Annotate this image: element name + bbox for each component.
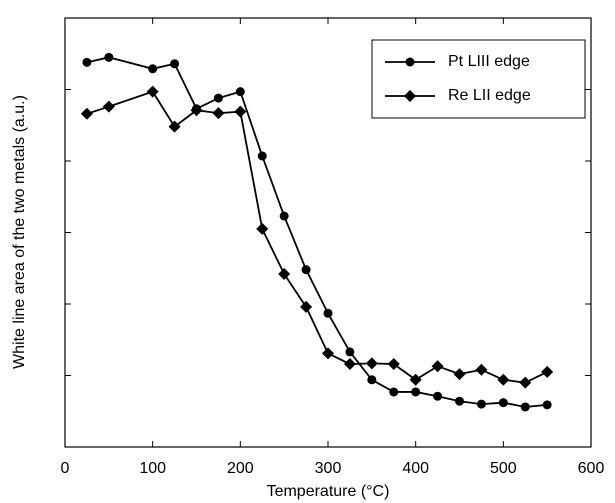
marker [475,363,488,376]
marker [104,52,114,62]
x-tick-label: 300 [315,460,342,477]
marker [541,365,554,378]
y-axis-label: White line area of the two metals (a.u.) [11,95,28,369]
marker [212,107,225,120]
x-tick-label: 100 [139,460,166,477]
series-line [86,90,548,384]
marker [301,265,311,275]
marker [148,64,158,74]
marker [365,357,378,370]
marker [497,373,510,386]
legend-marker [404,90,416,102]
marker [455,396,464,406]
marker [322,347,334,360]
marker [409,373,422,386]
marker [80,107,93,120]
legend-box [371,39,586,119]
marker [345,347,355,357]
legend-label: Re LII edge [448,87,531,104]
marker [476,399,486,409]
marker [387,358,400,371]
marker [520,402,530,412]
marker [234,105,247,118]
marker [411,387,421,397]
marker [102,100,115,113]
x-tick-label: 600 [578,460,605,477]
marker [256,222,269,235]
marker [279,211,289,221]
x-tick-label: 200 [227,460,254,477]
marker [389,387,399,397]
marker [168,120,181,133]
x-tick-label: 400 [402,460,429,477]
marker [542,400,552,410]
marker [170,59,180,69]
marker [367,375,377,385]
marker [146,85,159,98]
marker [300,300,313,313]
marker [433,391,443,401]
marker [431,360,444,373]
marker [498,398,508,408]
marker [343,358,356,371]
marker [257,151,267,161]
x-axis-label: Temperature (°C) [267,483,390,500]
marker [82,57,92,67]
marker [278,267,291,280]
marker [190,104,203,117]
marker [213,93,223,103]
marker [519,376,532,389]
legend-marker [405,57,415,67]
marker [323,308,333,318]
marker [235,87,245,97]
legend-label: Pt LIII edge [448,53,530,70]
x-tick-label: 0 [61,460,70,477]
x-tick-label: 500 [490,460,517,477]
marker [453,368,466,381]
